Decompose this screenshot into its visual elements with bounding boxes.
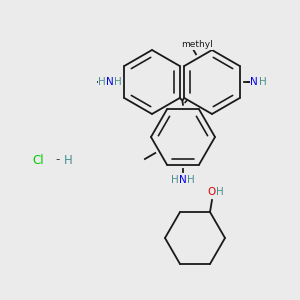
Text: O: O [207,187,215,197]
Text: H: H [114,77,122,87]
Text: H: H [187,175,195,185]
Text: H: H [98,77,106,87]
Text: N: N [106,77,114,87]
Text: N: N [250,77,258,87]
Text: N: N [179,175,187,185]
Text: H: H [216,187,224,197]
Text: H: H [64,154,72,166]
Text: methyl: methyl [181,40,213,49]
Text: Cl: Cl [32,154,44,166]
Text: H: H [171,175,179,185]
Text: H: H [259,77,267,87]
Text: -: - [56,154,60,166]
